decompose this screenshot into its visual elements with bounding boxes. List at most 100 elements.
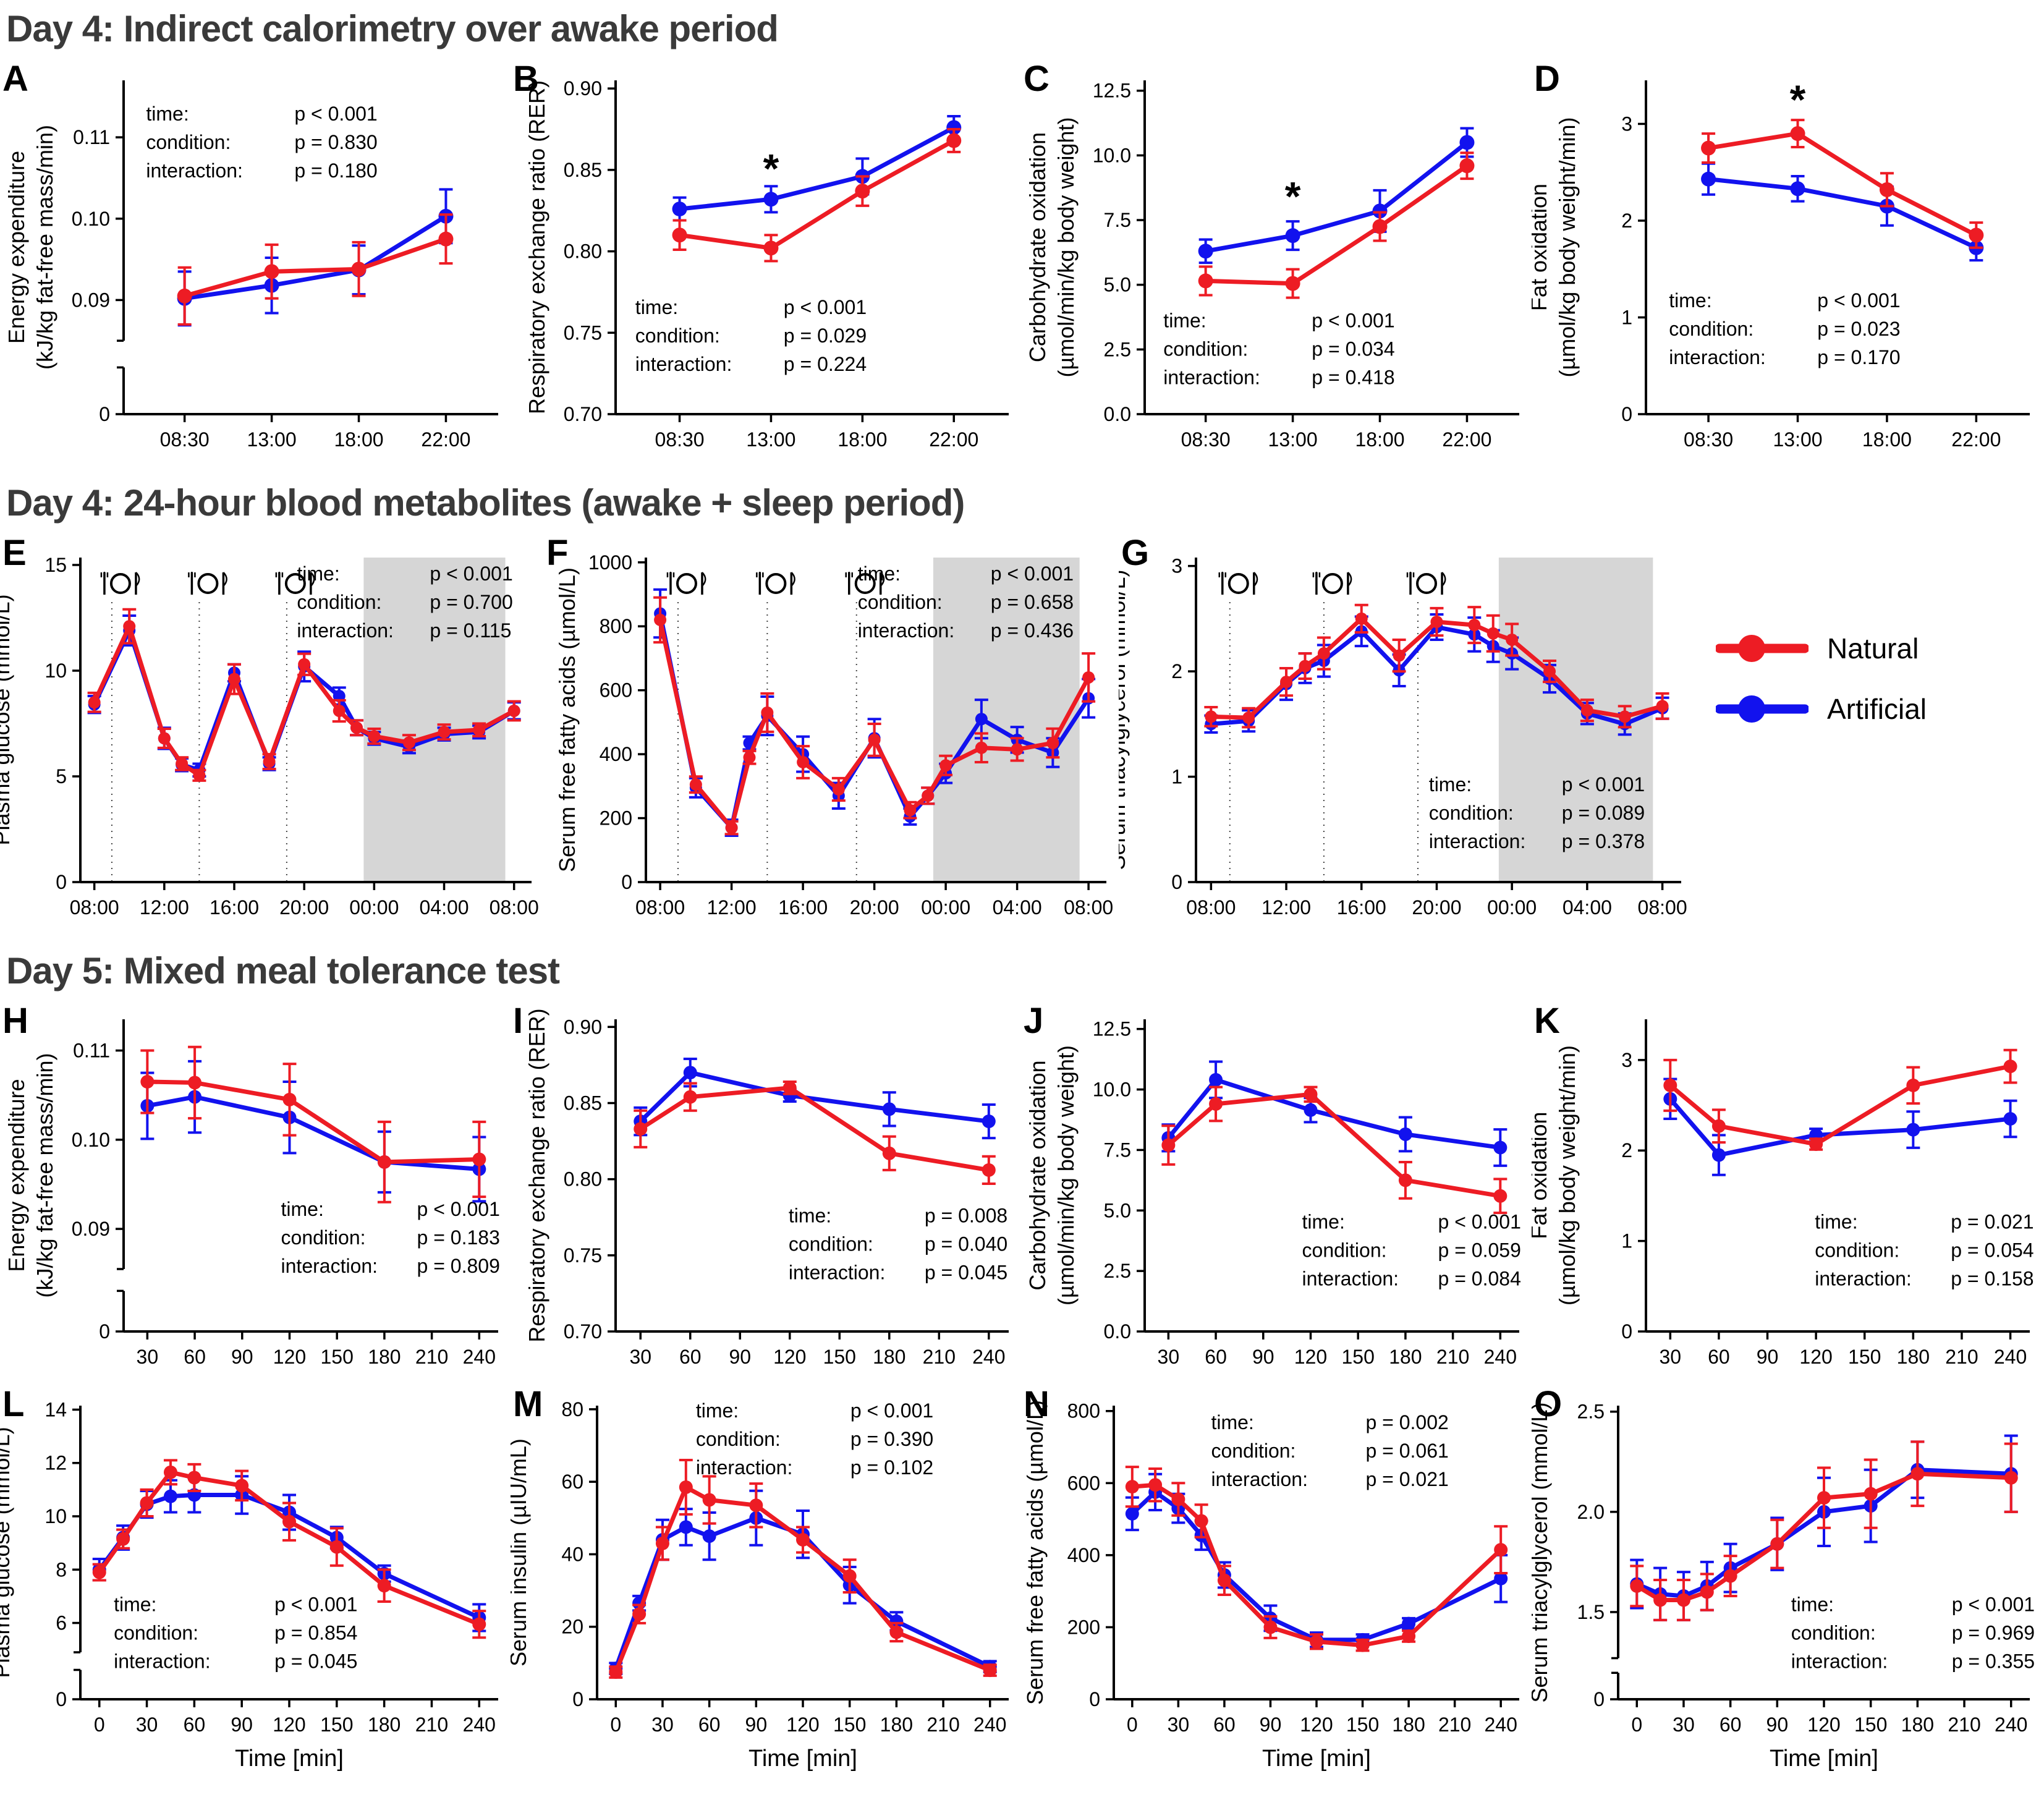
stats-term-label: interaction: — [1815, 1267, 1912, 1289]
y-tick-label: 15 — [45, 554, 67, 576]
data-point — [298, 658, 311, 671]
data-point — [140, 1075, 155, 1089]
y-tick-label: 0 — [621, 871, 632, 893]
legend-label: Artificial — [1827, 693, 1927, 725]
data-point — [1310, 1634, 1323, 1649]
data-point — [1711, 1148, 1726, 1162]
stats-p-value: p = 0.084 — [1438, 1267, 1521, 1289]
y-tick-label: 0 — [572, 1688, 583, 1710]
x-tick-label: 13:00 — [1268, 428, 1318, 451]
series-line-artificial — [182, 214, 448, 301]
data-point — [377, 1155, 391, 1169]
y-axis-title: (µmol/min/kg body weight) — [1053, 1045, 1079, 1306]
stats-p-value: p = 0.170 — [1817, 346, 1900, 368]
data-point — [655, 1536, 669, 1550]
x-tick-label: 180 — [1901, 1713, 1934, 1736]
data-point — [725, 822, 738, 834]
x-tick-label: 0 — [1127, 1713, 1138, 1736]
axes — [116, 1019, 498, 1340]
stats-p-value: p = 0.180 — [294, 159, 377, 182]
data-point — [473, 723, 486, 736]
data-point — [946, 133, 962, 148]
data-point — [2003, 1059, 2017, 1074]
data-point — [975, 713, 988, 726]
series-natural — [653, 596, 1096, 836]
y-tick-label: 20 — [561, 1616, 583, 1638]
x-tick-label: 00:00 — [1487, 896, 1537, 919]
y-axis-title: Serum triacylglycerol (mmol/L) — [1119, 569, 1130, 870]
data-point — [1299, 660, 1312, 673]
meal-fork-plate-knife-icon — [845, 572, 885, 595]
panel-G-chart: time: p < 0.001 condition: p = 0.089 interac… — [1119, 533, 1687, 919]
x-axis-title: Time [min] — [235, 1746, 344, 1772]
x-tick-label: 120 — [773, 1346, 806, 1368]
stats-annotation: time: p < 0.001 condition: p = 0.700 interac… — [297, 563, 512, 642]
y-tick-label: 0.0 — [1104, 403, 1131, 425]
y-tick-label: 2 — [1621, 210, 1632, 232]
stats-term-label: interaction: — [1302, 1267, 1399, 1289]
data-point — [1198, 244, 1213, 259]
stats-term-label: condition: — [1429, 802, 1514, 824]
data-point — [1701, 171, 1716, 187]
y-tick-label: 10.0 — [1093, 1079, 1131, 1101]
stats-term-label: interaction: — [1163, 367, 1260, 389]
x-tick-label: 0 — [1631, 1713, 1642, 1736]
y-tick-label: 0 — [56, 871, 67, 893]
stats-term-label: condition: — [1302, 1239, 1387, 1261]
stats-term-label: condition: — [1815, 1239, 1899, 1261]
data-point — [1125, 1506, 1139, 1521]
x-tick-label: 180 — [1389, 1346, 1422, 1368]
stats-annotation: time: p < 0.001 condition: p = 0.034 interac… — [1163, 310, 1394, 389]
stats-term-label: condition: — [146, 131, 231, 153]
significance-star: * — [1285, 174, 1301, 219]
data-point — [672, 227, 687, 243]
panel-letter-C: C — [1024, 59, 1050, 99]
panel-M-chart: time: p < 0.001 condition: p = 0.390 interac… — [511, 1384, 1009, 1772]
x-axis-title: Time [min] — [748, 1746, 857, 1772]
data-point — [1148, 1478, 1163, 1492]
stats-term-label: time: — [1163, 310, 1206, 332]
x-tick-label: 08:00 — [490, 896, 539, 919]
x-tick-label: 30 — [137, 1346, 159, 1368]
panel-letter-J: J — [1024, 1001, 1043, 1041]
data-point — [889, 1625, 904, 1639]
data-point — [1906, 1123, 1920, 1137]
data-point — [1402, 1629, 1416, 1644]
data-point — [1817, 1491, 1831, 1505]
x-tick-label: 90 — [1252, 1346, 1274, 1368]
y-axis-title: (µmol/min/kg body weight) — [1053, 117, 1079, 378]
panel-F-chart: time: p < 0.001 condition: p = 0.658 interac… — [546, 533, 1113, 919]
axes — [608, 80, 1009, 422]
data-point — [654, 613, 667, 626]
y-tick-label: 0 — [56, 1688, 67, 1710]
y-tick-label: 2 — [1171, 660, 1182, 682]
x-tick-label: 18:00 — [1862, 428, 1912, 451]
data-point — [1468, 619, 1481, 632]
x-axis-title: Time [min] — [1262, 1746, 1371, 1772]
series-artificial — [1701, 162, 1984, 262]
x-tick-label: 20:00 — [1412, 896, 1461, 919]
x-tick-label: 18:00 — [334, 428, 383, 451]
y-tick-label: 0.11 — [73, 126, 110, 148]
y-axis-title: Serum free fatty acids (µmol/L) — [1022, 1400, 1048, 1705]
y-tick-label: 400 — [1067, 1544, 1100, 1566]
axes — [1188, 558, 1681, 890]
y-tick-label: 5.0 — [1104, 274, 1131, 296]
stats-p-value: p = 0.355 — [1952, 1650, 2035, 1673]
data-point — [1285, 228, 1300, 244]
x-tick-label: 120 — [786, 1713, 819, 1736]
stats-term-label: interaction: — [1211, 1468, 1308, 1490]
panel-letter-K: K — [1534, 1001, 1560, 1041]
stats-annotation: time: p < 0.001 condition: p = 0.969 interac… — [1791, 1594, 2035, 1673]
y-tick-label: 0 — [1621, 403, 1632, 425]
x-tick-label: 150 — [833, 1713, 866, 1736]
series-line-artificial — [1130, 1490, 1503, 1642]
x-tick-label: 240 — [1994, 1346, 2027, 1368]
x-tick-label: 210 — [1436, 1346, 1469, 1368]
x-tick-label: 210 — [415, 1713, 448, 1736]
panel-E-chart: time: p < 0.001 condition: p = 0.700 interac… — [0, 533, 539, 919]
panel-letter-L: L — [2, 1384, 24, 1424]
data-point — [158, 732, 171, 745]
data-point — [177, 288, 192, 304]
stats-annotation: time: p < 0.001 condition: p = 0.658 interac… — [858, 563, 1074, 642]
